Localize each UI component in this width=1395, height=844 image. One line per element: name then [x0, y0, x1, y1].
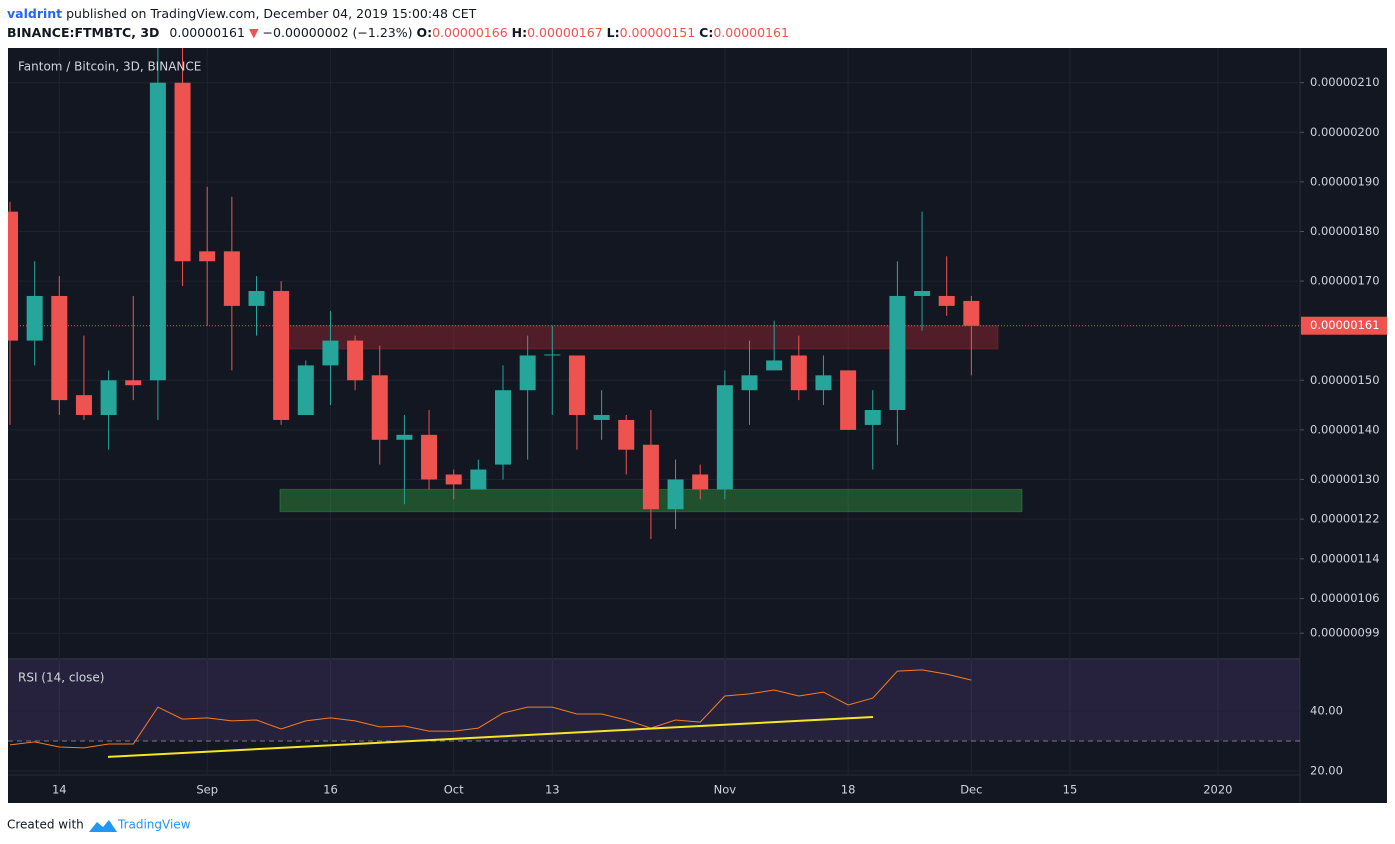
candle-body — [544, 354, 561, 356]
y-tick-label: 0.00000140 — [1310, 422, 1380, 436]
last: 0.00000161 — [169, 25, 245, 40]
candle-body — [495, 390, 511, 465]
ohlc-value: 0.00000161 — [713, 25, 789, 40]
publisher[interactable]: valdrint — [7, 6, 62, 21]
y-tick-label: 0.00000170 — [1310, 274, 1380, 288]
rsi-pane — [8, 660, 1300, 772]
pane-separator — [8, 658, 1300, 660]
y-tick-label: 40.00 — [1310, 704, 1343, 718]
trendline — [107, 716, 874, 758]
rsi-title: RSI (14, close) — [18, 671, 104, 685]
ohlc-value: 0.00000166 — [432, 25, 508, 40]
candle-body — [766, 360, 783, 371]
y-tick-label: 20.00 — [1310, 764, 1343, 778]
ohlc-label: C: — [699, 25, 713, 40]
x-tick-label: 16 — [323, 783, 338, 797]
ohlc-value: 0.00000151 — [620, 25, 696, 40]
x-tick-label: Sep — [196, 783, 218, 797]
y-tick-label: 0.00000130 — [1310, 472, 1380, 486]
y-tick-label: 0.00000190 — [1310, 174, 1380, 188]
candle-body — [8, 211, 18, 341]
candle-body — [371, 375, 388, 440]
y-tick-label: 0.00000200 — [1310, 125, 1380, 139]
x-tick-label: 2020 — [1203, 783, 1232, 797]
candle-body — [470, 469, 487, 490]
candle-body — [174, 82, 191, 262]
x-tick-label: Oct — [444, 783, 464, 797]
candle-body — [199, 251, 216, 262]
candle-body — [593, 414, 610, 420]
candle-body — [125, 380, 142, 386]
last-price-label: 0.00000161 — [1310, 318, 1380, 332]
candle-body — [840, 370, 857, 430]
candle-body — [618, 419, 635, 450]
x-tick-label: 15 — [1063, 783, 1078, 797]
candle-body — [248, 291, 265, 306]
candle-body — [100, 380, 117, 415]
change: −0.00000002 (−1.23%) — [263, 25, 413, 40]
candle-body — [815, 375, 832, 391]
footer-created: Created with — [7, 818, 84, 832]
axes: 0.00000210 0.00000200 0.00000190 0.00000180… — [52, 75, 1387, 797]
candle-body — [421, 434, 438, 480]
candle-body — [519, 355, 536, 391]
candle-body — [889, 295, 906, 411]
x-tick-label: 18 — [841, 783, 856, 797]
last-price-box — [1301, 316, 1387, 335]
x-tick-label: 13 — [545, 783, 560, 797]
arrow: ▼ — [249, 25, 259, 40]
x-tick-label: Nov — [714, 783, 737, 797]
y-tick-label: 0.00000210 — [1310, 75, 1380, 89]
y-tick-label: 0.00000114 — [1310, 551, 1380, 565]
candle-body — [963, 300, 980, 326]
candle-body — [642, 444, 659, 510]
y-tick-label: 0.00000150 — [1310, 373, 1380, 387]
candle-body — [273, 291, 290, 420]
x-tick-label: 14 — [52, 783, 67, 797]
ohlc-label: H: — [512, 25, 527, 40]
y-tick-label: 0.00000122 — [1310, 512, 1380, 526]
ohlc-label: L: — [607, 25, 620, 40]
chart-background — [8, 48, 1387, 803]
candle-body — [322, 340, 339, 366]
candle-body — [692, 474, 709, 490]
footer-brand[interactable]: TradingView — [117, 818, 191, 832]
candle-body — [396, 434, 413, 440]
candle-body — [741, 375, 758, 391]
x-tick-label: Dec — [960, 783, 982, 797]
published: published on TradingView.com, December 0… — [66, 6, 476, 21]
candle-body — [51, 295, 68, 401]
y-tick-label: 0.00000106 — [1310, 591, 1380, 605]
candle-body — [790, 355, 807, 391]
candle-body — [445, 474, 462, 485]
ohlc-label: O: — [416, 25, 432, 40]
y-tick-label: 0.00000099 — [1310, 626, 1380, 640]
candle-body — [297, 365, 314, 415]
candle-body — [568, 355, 585, 415]
candle-body — [26, 295, 43, 341]
ohlc-value: 0.00000167 — [527, 25, 603, 40]
logo[interactable] — [89, 820, 117, 832]
rsi-line — [9, 669, 972, 749]
candle-body — [149, 82, 166, 381]
symbol: BINANCE:FTMBTC, 3D — [7, 25, 159, 40]
candle-body — [864, 410, 881, 425]
legend: Fantom / Bitcoin, 3D, BINANCE — [18, 60, 201, 74]
candle-body — [347, 340, 364, 381]
candle-body — [75, 395, 92, 415]
candle-body — [667, 479, 684, 510]
candle-body — [716, 385, 733, 490]
ticker-line: BINANCE:FTMBTC, 3D 0.00000161 ▼ −0.00000… — [7, 25, 789, 40]
candle-body — [938, 295, 955, 306]
y-tick-label: 0.00000180 — [1310, 224, 1380, 238]
candle-body — [223, 251, 240, 306]
price-pane — [8, 48, 1300, 539]
header-line: valdrint published on TradingView.com, D… — [7, 6, 477, 21]
candle-body — [914, 291, 931, 296]
